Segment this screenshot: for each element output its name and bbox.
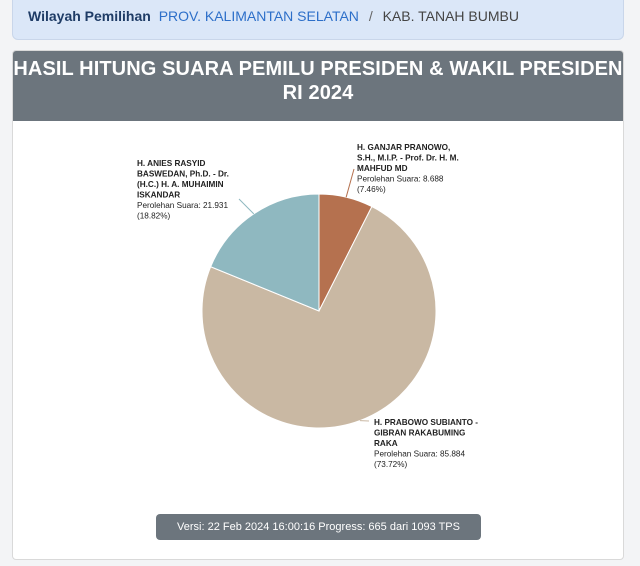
pie-chart: H. GANJAR PRANOWO, S.H., M.I.P. - Prof. D… <box>13 121 624 560</box>
candidate-name-line: RAKA <box>374 439 398 448</box>
slice-anies-label: H. ANIES RASYID BASWEDAN, Ph.D. - Dr.(H.C… <box>137 159 229 221</box>
percent-label: (7.46%) <box>357 185 386 194</box>
version-progress-badge: Versi: 22 Feb 2024 16:00:16 Progress: 66… <box>156 514 481 540</box>
slice-ganjar-label: H. GANJAR PRANOWO, S.H., M.I.P. - Prof. D… <box>357 143 459 194</box>
card-title: HASIL HITUNG SUARA PEMILU PRESIDEN & WAK… <box>13 51 623 121</box>
slice-prabowo-label: H. PRABOWO SUBIANTO - GIBRAN RAKABUMINGRA… <box>374 418 478 469</box>
breadcrumb: Wilayah Pemilihan PROV. KALIMANTAN SELAT… <box>12 0 624 40</box>
votes-label: Perolehan Suara: 85.884 <box>374 450 465 459</box>
candidate-name-line: H. ANIES RASYID <box>137 159 205 168</box>
candidate-name-line: S.H., M.I.P. - Prof. Dr. H. M. <box>357 154 459 163</box>
percent-label: (73.72%) <box>374 460 407 469</box>
candidate-name-line: H. GANJAR PRANOWO, <box>357 143 450 152</box>
breadcrumb-regency: KAB. TANAH BUMBU <box>383 8 519 24</box>
breadcrumb-label: Wilayah Pemilihan <box>28 8 151 24</box>
breadcrumb-separator: / <box>369 8 373 24</box>
percent-label: (18.82%) <box>137 212 170 221</box>
candidate-name-line: GIBRAN RAKABUMING <box>374 429 465 438</box>
candidate-name-line: MAHFUD MD <box>357 164 408 173</box>
pie-chart-svg: H. GANJAR PRANOWO, S.H., M.I.P. - Prof. D… <box>13 121 624 560</box>
candidate-name-line: BASWEDAN, Ph.D. - Dr. <box>137 170 229 179</box>
slice-ganjar-leader-line <box>346 169 354 197</box>
candidate-name-line: ISKANDAR <box>137 191 180 200</box>
votes-label: Perolehan Suara: 8.688 <box>357 175 444 184</box>
candidate-name-line: (H.C.) H. A. MUHAIMIN <box>137 180 224 189</box>
result-card: HASIL HITUNG SUARA PEMILU PRESIDEN & WAK… <box>12 50 624 560</box>
votes-label: Perolehan Suara: 21.931 <box>137 201 228 210</box>
candidate-name-line: H. PRABOWO SUBIANTO - <box>374 418 478 427</box>
breadcrumb-province-link[interactable]: PROV. KALIMANTAN SELATAN <box>159 8 359 24</box>
slice-anies-leader-line <box>239 199 254 214</box>
